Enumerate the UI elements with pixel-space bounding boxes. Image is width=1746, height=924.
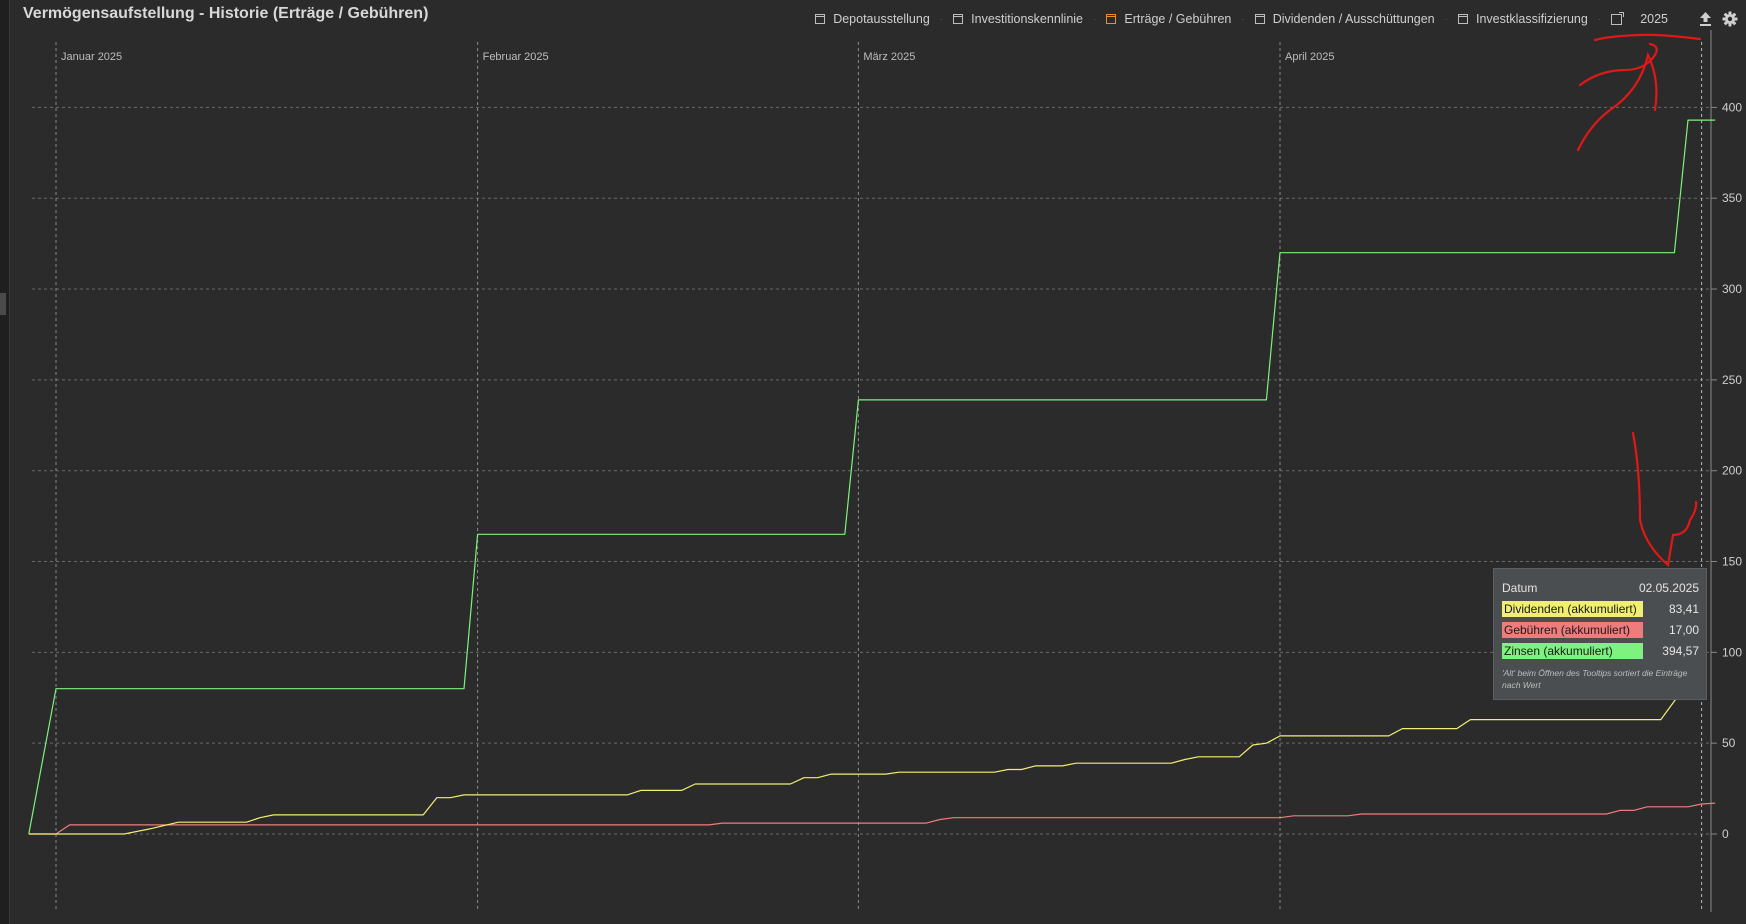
month-label: März 2025 (863, 51, 915, 63)
separator: · (1241, 13, 1245, 25)
tooltip-row-gebuehren: Gebühren (akkumuliert) 17,00 (1502, 619, 1699, 640)
toolbar-item-depotausstellung[interactable]: Depotausstellung (815, 12, 930, 26)
tooltip-hint: 'Alt' beim Öffnen des Tooltips sortiert … (1502, 668, 1688, 690)
y-tick-label: 100 (1722, 645, 1742, 659)
series-layer (28, 119, 1716, 835)
separator: · (1597, 13, 1602, 25)
tooltip-date-label: Datum (1502, 580, 1538, 595)
y-tick-label: 200 (1722, 464, 1742, 478)
tooltip-series-value: 17,00 (1668, 622, 1699, 637)
window-icon (1254, 14, 1265, 24)
y-tick-label: 400 (1722, 100, 1742, 114)
window-icon (1457, 14, 1468, 24)
y-tick-label: 300 (1722, 282, 1742, 296)
month-label: Januar 2025 (61, 51, 122, 63)
toolbar-item-investklassifizierung[interactable]: Investklassifizierung (1457, 12, 1588, 26)
tooltip-series-label: Gebühren (akkumuliert) (1502, 621, 1643, 638)
rail-marker (0, 293, 6, 315)
tooltip-series-value: 83,41 (1668, 601, 1699, 616)
window-icon (815, 14, 826, 24)
y-tick-label: 250 (1722, 373, 1742, 387)
separator: · (1093, 13, 1097, 25)
gear-icon[interactable] (1722, 11, 1738, 27)
year-selector-value: 2025 (1640, 12, 1668, 26)
chart-tooltip: Datum 02.05.2025 Dividenden (akkumuliert… (1493, 568, 1707, 700)
window-icon (953, 14, 964, 24)
tooltip-series-label: Dividenden (akkumuliert) (1502, 600, 1643, 617)
y-tick-label: 350 (1722, 191, 1742, 205)
toolbar-item-investitionskennlinie[interactable]: Investitionskennlinie (953, 12, 1083, 26)
series-line (28, 682, 1689, 835)
month-label: April 2025 (1285, 51, 1335, 63)
tooltip-row-dividenden: Dividenden (akkumuliert) 83,41 (1502, 598, 1699, 619)
month-label: Februar 2025 (483, 51, 549, 63)
y-tick-label: 50 (1722, 736, 1736, 750)
tooltip-row-zinsen: Zinsen (akkumuliert) 394,57 (1502, 640, 1699, 661)
toolbar-item-label: Dividenden / Ausschüttungen (1272, 12, 1435, 26)
left-rail (0, 0, 10, 924)
series-line (28, 802, 1716, 835)
toolbar-item-label: Investklassifizierung (1475, 12, 1588, 26)
toolbar-item-ertraege-gebuehren[interactable]: Erträge / Gebühren (1106, 12, 1231, 26)
chart-toolbar: Depotausstellung · Investitionskennlinie… (815, 9, 1746, 29)
toolbar-item-label: Investitionskennlinie (971, 12, 1084, 26)
separator: · (939, 13, 944, 25)
tooltip-date-value: 02.05.2025 (1638, 580, 1699, 595)
upload-icon[interactable] (1698, 11, 1713, 27)
toolbar-item-label: Depotausstellung (833, 12, 930, 26)
tooltip-series-value: 394,57 (1662, 643, 1699, 658)
toolbar-item-label: Erträge / Gebühren (1124, 12, 1232, 26)
tooltip-series-label: Zinsen (akkumuliert) (1502, 642, 1643, 659)
axis-layer: 0 50 100 150 200 250 300 350 400 Januar 2025 Febru… (61, 30, 1742, 912)
y-tick-label: 0 (1722, 827, 1729, 841)
year-selector[interactable]: 2025 (1611, 11, 1668, 26)
window-icon (1106, 14, 1117, 24)
tooltip-date-row: Datum 02.05.2025 (1502, 577, 1699, 598)
y-tick-label: 150 (1722, 555, 1742, 569)
toolbar-item-dividenden[interactable]: Dividenden / Ausschüttungen (1254, 12, 1435, 26)
year-selector-icon (1611, 11, 1625, 25)
grid-layer (32, 42, 1711, 912)
separator: · (1444, 13, 1448, 25)
annotation-layer (1576, 33, 1702, 568)
series-line (28, 119, 1716, 835)
page-title: Vermögensaufstellung - Historie (Erträge… (23, 5, 429, 22)
